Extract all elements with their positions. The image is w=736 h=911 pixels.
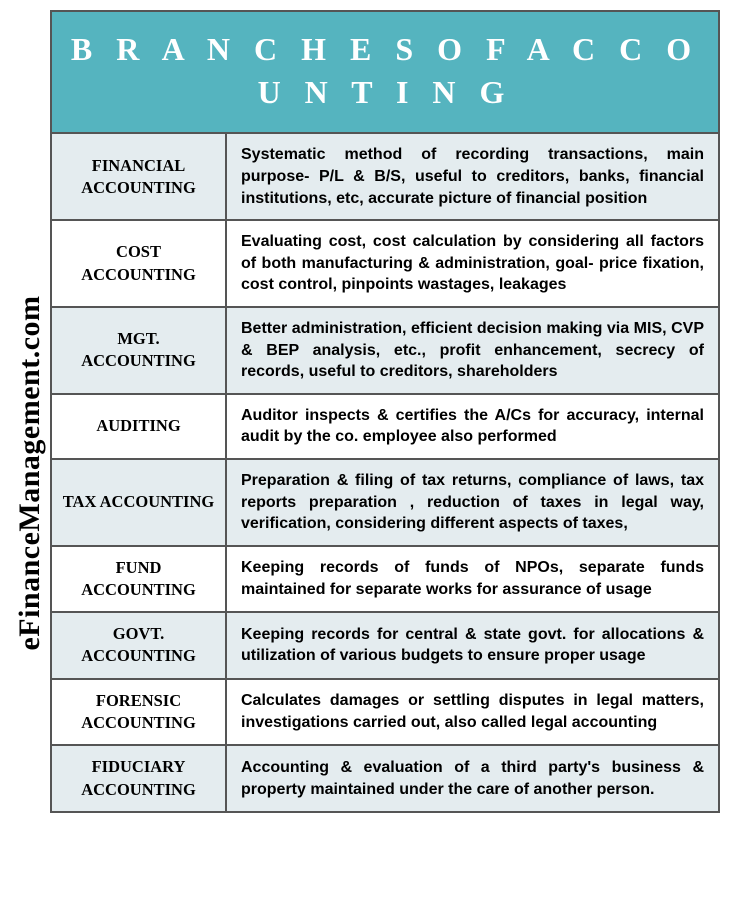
branch-description: Keeping records of funds of NPOs, separa… bbox=[227, 547, 718, 612]
table-row: FINANCIAL ACCOUNTINGSystematic method of… bbox=[52, 134, 718, 221]
table-body: FINANCIAL ACCOUNTINGSystematic method of… bbox=[52, 134, 718, 810]
branch-label: MGT. ACCOUNTING bbox=[52, 308, 227, 393]
branches-table: B R A N C H E S O F A C C O U N T I N G … bbox=[50, 10, 720, 813]
branch-label: FUND ACCOUNTING bbox=[52, 547, 227, 612]
watermark-text: eFinanceManagement.com bbox=[13, 295, 47, 650]
table-row: FORENSIC ACCOUNTINGCalculates damages or… bbox=[52, 680, 718, 747]
table-row: MGT. ACCOUNTINGBetter administration, ef… bbox=[52, 308, 718, 395]
branch-description: Keeping records for central & state govt… bbox=[227, 613, 718, 678]
table-row: AUDITINGAuditor inspects & certifies the… bbox=[52, 395, 718, 460]
branch-description: Auditor inspects & certifies the A/Cs fo… bbox=[227, 395, 718, 458]
branch-label: GOVT. ACCOUNTING bbox=[52, 613, 227, 678]
branch-label: FIDUCIARY ACCOUNTING bbox=[52, 746, 227, 811]
branch-description: Accounting & evaluation of a third party… bbox=[227, 746, 718, 811]
branch-label: FINANCIAL ACCOUNTING bbox=[52, 134, 227, 219]
table-row: COST ACCOUNTINGEvaluating cost, cost cal… bbox=[52, 221, 718, 308]
branch-label: COST ACCOUNTING bbox=[52, 221, 227, 306]
branch-description: Evaluating cost, cost calculation by con… bbox=[227, 221, 718, 306]
table-row: FUND ACCOUNTINGKeeping records of funds … bbox=[52, 547, 718, 614]
table-row: TAX ACCOUNTINGPreparation & filing of ta… bbox=[52, 460, 718, 547]
branch-description: Calculates damages or settling disputes … bbox=[227, 680, 718, 745]
branch-description: Better administration, efficient decisio… bbox=[227, 308, 718, 393]
table-row: FIDUCIARY ACCOUNTINGAccounting & evaluat… bbox=[52, 746, 718, 811]
table-title: B R A N C H E S O F A C C O U N T I N G bbox=[52, 12, 718, 134]
branch-label: FORENSIC ACCOUNTING bbox=[52, 680, 227, 745]
branch-label: AUDITING bbox=[52, 395, 227, 458]
table-row: GOVT. ACCOUNTINGKeeping records for cent… bbox=[52, 613, 718, 680]
branch-description: Preparation & filing of tax returns, com… bbox=[227, 460, 718, 545]
branch-label: TAX ACCOUNTING bbox=[52, 460, 227, 545]
branch-description: Systematic method of recording transacti… bbox=[227, 134, 718, 219]
